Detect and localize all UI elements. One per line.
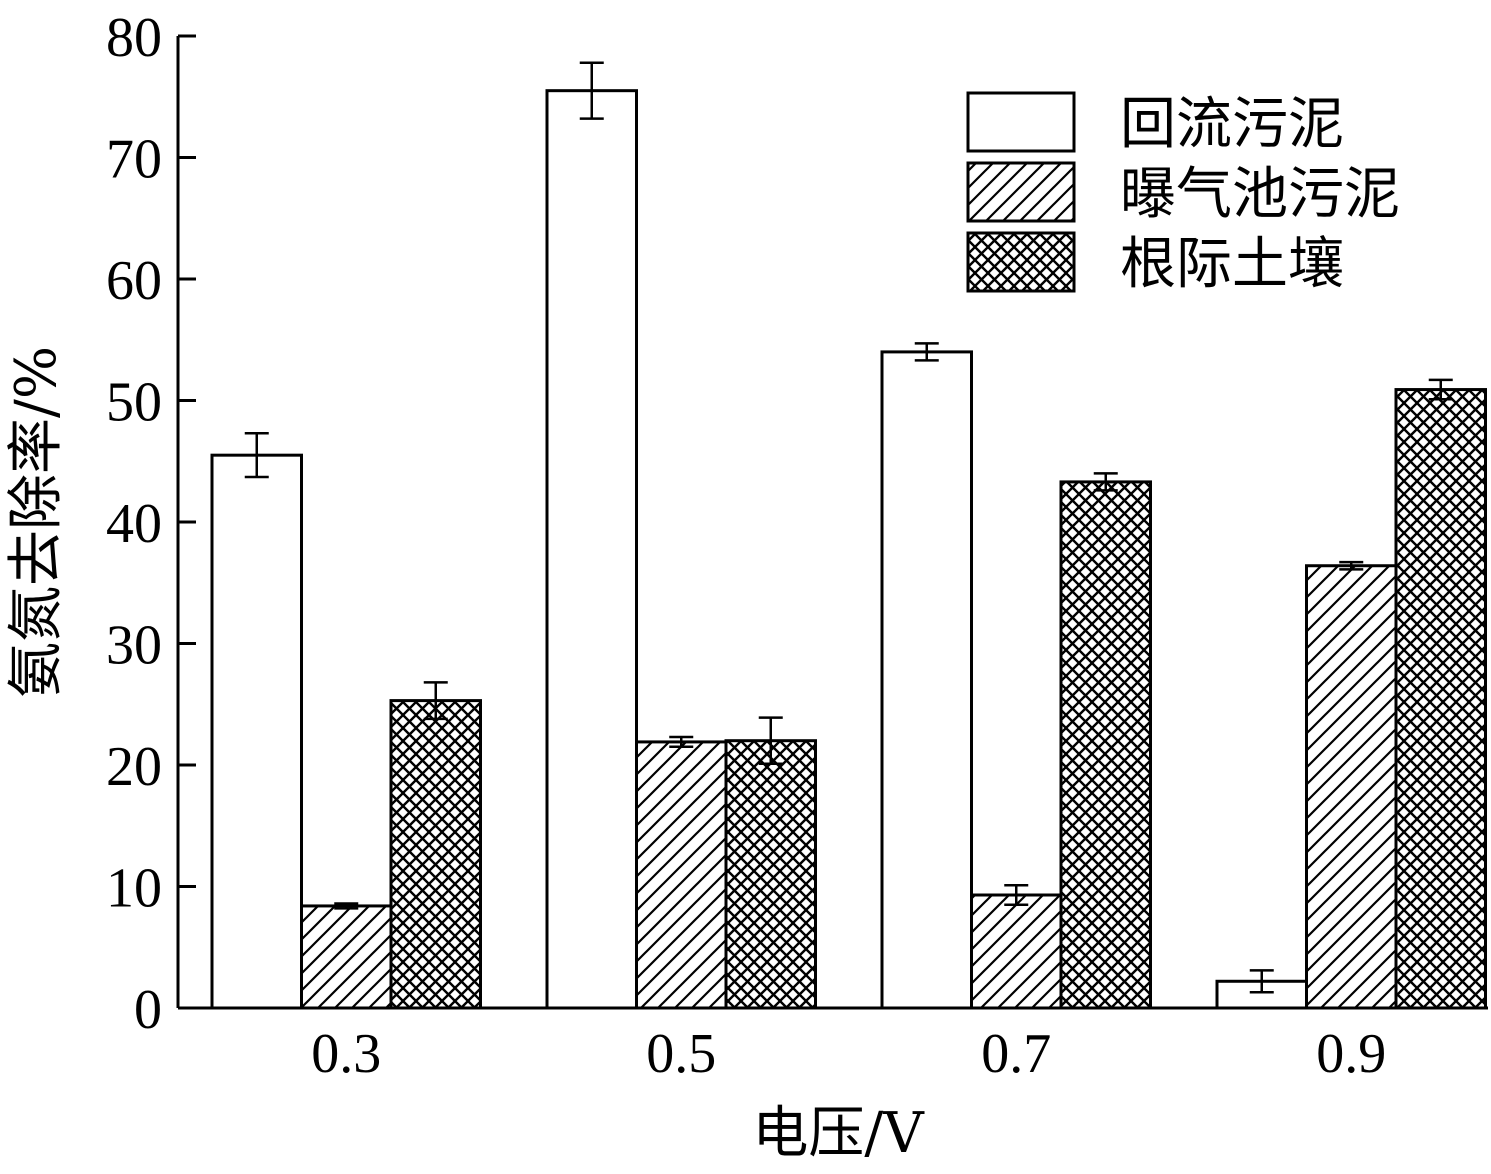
bar-0.5-series-1 [545, 89, 638, 1010]
y-axis-ticks: 0 10 20 30 40 50 60 70 80 [106, 7, 196, 1041]
x-tick-label-0.5: 0.5 [646, 1023, 716, 1085]
legend-swatch-2 [966, 161, 1076, 223]
error-bar-0.9-series-1 [1249, 969, 1274, 994]
x-tick-label-0.9: 0.9 [1316, 1023, 1386, 1085]
bar-0.3-series-2 [300, 904, 393, 1010]
error-bar-0.5-series-1 [579, 61, 604, 120]
y-tick-label-40: 40 [106, 493, 162, 555]
y-tick-label-20: 20 [106, 736, 162, 798]
x-axis-tick-labels: 0.3 0.5 0.7 0.9 [311, 1023, 1386, 1085]
bar-0.7-series-2 [970, 893, 1063, 1010]
x-tick-label-0.3: 0.3 [311, 1023, 381, 1085]
axes [176, 36, 1488, 1010]
y-tick-label-50: 50 [106, 372, 162, 434]
error-bars [244, 61, 1453, 994]
y-tick-label-30: 30 [106, 615, 162, 677]
y-tick-label-0: 0 [134, 979, 162, 1041]
y-tick-label-10: 10 [106, 858, 162, 920]
legend-label-3: 根际土壤 [1120, 232, 1344, 297]
error-bar-0.7-series-3 [1093, 472, 1118, 492]
error-bar-0.5-series-3 [758, 716, 783, 766]
bar-0.7-series-1 [880, 350, 973, 1010]
error-bar-0.9-series-3 [1428, 378, 1453, 401]
legend-item-3: 根际土壤 [966, 231, 1344, 297]
error-bar-0.7-series-1 [914, 342, 939, 362]
bar-0.5-series-2 [635, 740, 728, 1010]
legend-item-1: 回流污泥 [966, 91, 1344, 157]
legend-item-2: 曝气池污泥 [966, 161, 1400, 227]
bar-0.7-series-3 [1059, 480, 1152, 1010]
error-bar-0.3-series-3 [423, 681, 448, 721]
legend-label-1: 回流污泥 [1120, 92, 1344, 157]
bar-0.3-series-3 [389, 699, 482, 1010]
x-axis-title: 电压/V [752, 1101, 925, 1166]
y-tick-label-70: 70 [106, 129, 162, 191]
bars [210, 89, 1487, 1010]
x-tick-label-0.7: 0.7 [981, 1023, 1051, 1085]
error-bar-0.3-series-1 [244, 432, 269, 479]
y-tick-label-80: 80 [106, 7, 162, 69]
y-tick-label-60: 60 [106, 250, 162, 312]
y-axis-title: 氨氮去除率/% [4, 346, 69, 698]
legend-swatch-1 [966, 91, 1076, 153]
bar-0.5-series-3 [724, 739, 817, 1010]
error-bar-0.5-series-2 [669, 735, 694, 749]
legend-label-2: 曝气池污泥 [1120, 162, 1400, 227]
bar-0.9-series-3 [1394, 388, 1487, 1010]
bar-0.9-series-2 [1305, 564, 1398, 1010]
error-bar-0.3-series-2 [334, 902, 359, 910]
legend-swatch-3 [966, 231, 1076, 293]
error-bar-0.9-series-2 [1339, 560, 1364, 571]
error-bar-0.7-series-2 [1004, 884, 1029, 906]
bar-0.3-series-1 [210, 453, 303, 1010]
